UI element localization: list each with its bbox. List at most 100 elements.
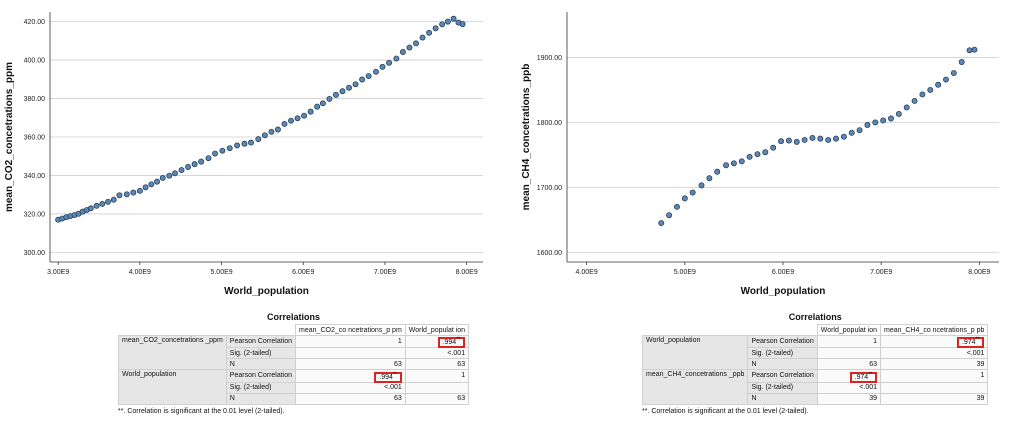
data-point (714, 168, 721, 175)
x-axis-title: World_population (224, 286, 309, 297)
x-tick-label: 8.00E9 (456, 269, 478, 276)
data-point (943, 76, 949, 83)
data-point (386, 59, 392, 66)
data-point (261, 132, 268, 139)
footnote: **. Correlation is significant at the 0.… (642, 407, 809, 415)
data-point (919, 91, 926, 98)
data-point (248, 139, 254, 146)
y-tick-label: 320.00 (24, 211, 46, 218)
data-point (666, 212, 673, 219)
data-point (935, 81, 942, 88)
data-point (159, 175, 166, 181)
x-axis-title: World_population (741, 286, 826, 297)
data-point (730, 160, 737, 167)
data-point (352, 81, 359, 88)
data-point (848, 129, 855, 136)
data-point (927, 86, 934, 93)
stat-label: N (225, 392, 297, 405)
data-point (450, 15, 457, 22)
column-header: mean_CH4_co ncetrations_p pb (880, 324, 989, 336)
data-point (413, 40, 419, 47)
data-point (288, 117, 294, 124)
data-point (439, 21, 446, 28)
data-point (698, 182, 705, 189)
data-point (689, 189, 696, 196)
highlighted-correlation: .994** (437, 337, 466, 349)
data-point (178, 167, 185, 174)
data-point (399, 49, 406, 55)
data-point (307, 108, 314, 115)
table-cell (816, 347, 882, 360)
correlations-title: Correlations (267, 312, 321, 322)
data-point (105, 198, 111, 205)
data-point (154, 178, 160, 185)
data-point (268, 128, 275, 135)
data-point (110, 196, 117, 203)
data-point (373, 68, 379, 75)
data-point (723, 162, 730, 169)
data-point (785, 137, 792, 144)
column-header: World_populat ion (816, 324, 882, 336)
data-point (895, 110, 902, 117)
column-header: World_populat ion (404, 324, 470, 336)
data-point (326, 95, 333, 102)
table-cell: <.001 (295, 381, 406, 394)
data-point (872, 119, 879, 126)
data-point (87, 205, 94, 212)
x-tick-label: 3.00E9 (47, 269, 69, 276)
data-point (281, 120, 288, 127)
data-point (234, 142, 241, 149)
data-point (754, 151, 761, 158)
data-point (319, 100, 326, 107)
table-cell: 39 (816, 392, 882, 405)
data-point (359, 76, 366, 83)
y-tick-label: 1800.00 (537, 120, 562, 127)
data-point (191, 161, 198, 168)
data-point (136, 187, 143, 194)
x-tick-label: 4.00E9 (129, 269, 151, 276)
table-cell (295, 347, 406, 360)
data-point (746, 153, 753, 160)
data-point (444, 18, 451, 25)
data-point (674, 203, 680, 210)
data-point (880, 117, 887, 124)
data-point (825, 136, 832, 143)
ch4-correlations-panel: Correlations World_populat ion mean_CH4_… (641, 312, 989, 415)
table-cell (880, 381, 989, 394)
data-point (172, 170, 178, 177)
data-point (219, 147, 226, 154)
data-point (99, 200, 106, 207)
x-tick-label: 6.00E9 (772, 269, 794, 276)
data-point (93, 202, 100, 209)
correlations-title: Correlations (788, 312, 842, 322)
row-header: mean_CH4_concetrations _ppb (641, 369, 749, 405)
table-cell: 63 (295, 392, 406, 405)
data-point (966, 47, 973, 54)
data-point (241, 140, 248, 147)
table-cell: <.001 (880, 347, 989, 360)
table-cell: 1 (816, 334, 882, 349)
stat-label: Sig. (2-tailed) (747, 381, 818, 394)
row-header: mean_CO2_concetrations _ppm (118, 334, 227, 371)
table-cell: <.001 (404, 347, 470, 360)
table-cell: 1 (295, 334, 406, 349)
data-point (339, 88, 346, 95)
data-point (681, 195, 688, 202)
stat-label: Pearson Correlation (747, 369, 818, 383)
data-point (212, 150, 218, 157)
data-point (185, 164, 192, 170)
data-point (116, 192, 123, 199)
data-point (274, 126, 281, 133)
highlighted-correlation: .994** (374, 371, 402, 383)
data-point (393, 55, 400, 62)
table-cell: 39 (880, 358, 989, 371)
data-point (817, 135, 824, 142)
y-tick-label: 340.00 (24, 173, 46, 180)
data-point (903, 104, 910, 111)
stat-label: N (225, 358, 297, 371)
table-cell: 63 (404, 358, 470, 371)
stat-label: N (747, 392, 818, 405)
x-tick-label: 6.00E9 (292, 269, 314, 276)
data-point (365, 73, 372, 79)
row-header: World_population (641, 334, 749, 371)
